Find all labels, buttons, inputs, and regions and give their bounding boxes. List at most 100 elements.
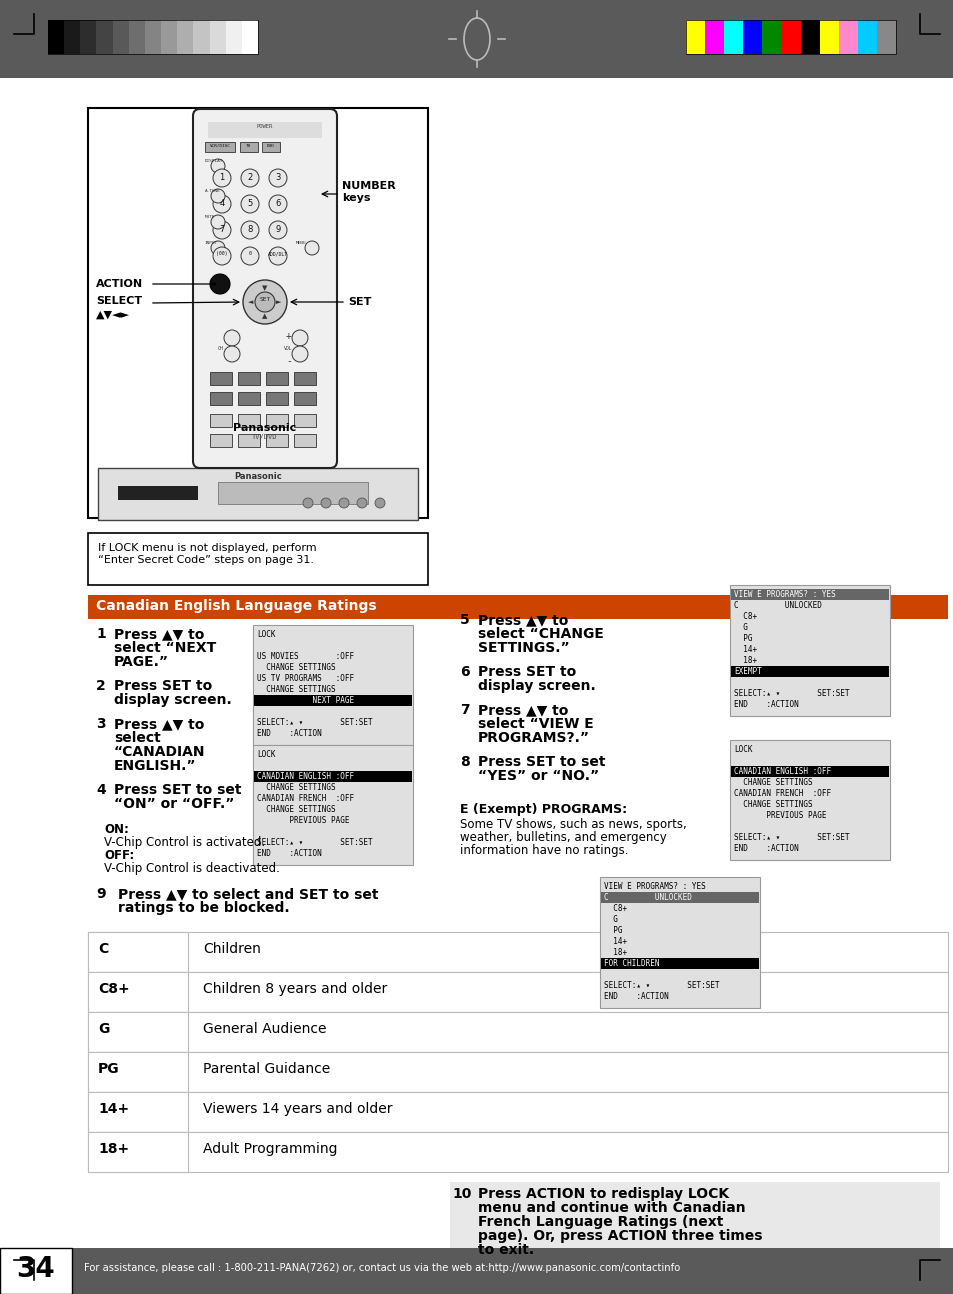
Text: Children 8 years and older: Children 8 years and older xyxy=(203,982,387,996)
Bar xyxy=(145,19,161,54)
Text: G: G xyxy=(98,1022,110,1036)
Bar xyxy=(88,1012,188,1052)
Text: CHANGE SETTINGS: CHANGE SETTINGS xyxy=(256,685,335,694)
Text: ▲▼◄►: ▲▼◄► xyxy=(96,311,130,320)
Circle shape xyxy=(269,195,287,214)
Text: SELECT:▴ ▾        SET:SET: SELECT:▴ ▾ SET:SET xyxy=(256,718,373,727)
Text: END    :ACTION: END :ACTION xyxy=(733,700,798,709)
Text: VOL: VOL xyxy=(284,345,293,351)
Bar xyxy=(177,19,193,54)
Text: menu and continue with Canadian: menu and continue with Canadian xyxy=(477,1201,745,1215)
Text: 6: 6 xyxy=(275,199,280,208)
Text: Children: Children xyxy=(203,942,260,956)
Text: 0: 0 xyxy=(249,251,252,256)
Circle shape xyxy=(292,330,308,345)
Bar xyxy=(729,740,889,861)
Circle shape xyxy=(243,280,287,324)
Circle shape xyxy=(254,292,274,312)
Text: ENGLISH.”: ENGLISH.” xyxy=(113,760,196,773)
Text: VCR/DISC: VCR/DISC xyxy=(210,144,231,148)
Text: VIEW E PROGRAMS? : YES: VIEW E PROGRAMS? : YES xyxy=(603,883,705,892)
Circle shape xyxy=(210,274,230,294)
Text: 14+: 14+ xyxy=(733,644,757,653)
Circle shape xyxy=(292,345,308,362)
Bar xyxy=(240,142,257,151)
Text: C8+: C8+ xyxy=(603,905,626,914)
Bar xyxy=(729,585,889,716)
Bar xyxy=(237,414,260,427)
Text: CANADIAN ENGLISH :OFF: CANADIAN ENGLISH :OFF xyxy=(256,773,354,782)
Circle shape xyxy=(211,189,225,203)
Bar xyxy=(210,433,232,446)
Text: G: G xyxy=(733,622,747,631)
Bar xyxy=(253,695,412,707)
Bar xyxy=(253,625,413,745)
Bar xyxy=(262,142,280,151)
Text: keys: keys xyxy=(341,193,370,203)
Circle shape xyxy=(269,247,287,265)
Text: Panasonic: Panasonic xyxy=(233,472,281,481)
Bar xyxy=(819,19,838,54)
Text: 5: 5 xyxy=(459,613,469,628)
Text: VIEW E PROGRAMS? : YES: VIEW E PROGRAMS? : YES xyxy=(733,590,835,599)
Text: DISPLAY: DISPLAY xyxy=(205,159,223,163)
Circle shape xyxy=(213,221,231,239)
Text: PREVIOUS PAGE: PREVIOUS PAGE xyxy=(733,811,825,820)
Text: INPUT: INPUT xyxy=(205,241,218,245)
Text: A-TUNE: A-TUNE xyxy=(205,189,220,193)
Bar xyxy=(48,19,65,54)
Text: to exit.: to exit. xyxy=(477,1244,534,1256)
Bar xyxy=(0,0,953,78)
Text: CH: CH xyxy=(218,345,224,351)
Text: OFF:: OFF: xyxy=(104,849,134,862)
Text: 1: 1 xyxy=(96,628,106,641)
Text: MENU: MENU xyxy=(295,241,306,245)
Bar xyxy=(0,1247,71,1294)
Bar xyxy=(266,433,288,446)
Text: END    :ACTION: END :ACTION xyxy=(733,844,798,853)
Text: 4: 4 xyxy=(96,783,106,797)
Text: 1: 1 xyxy=(219,173,224,182)
Text: 2: 2 xyxy=(247,173,253,182)
Text: SETTINGS.”: SETTINGS.” xyxy=(477,641,569,655)
Text: Press SET to: Press SET to xyxy=(477,665,576,679)
Bar xyxy=(98,468,417,520)
Text: Some TV shows, such as news, sports,: Some TV shows, such as news, sports, xyxy=(459,818,686,831)
Circle shape xyxy=(211,159,225,173)
Text: select “NEXT: select “NEXT xyxy=(113,641,216,655)
Text: PROGRAMS?.”: PROGRAMS?.” xyxy=(477,731,589,745)
Bar xyxy=(599,877,760,1008)
Bar xyxy=(88,1052,188,1092)
Bar xyxy=(193,19,210,54)
Bar xyxy=(685,19,704,54)
Bar xyxy=(88,1052,947,1092)
Bar xyxy=(450,1181,939,1272)
Text: TV: TV xyxy=(246,144,252,148)
Text: C          UNLOCKED: C UNLOCKED xyxy=(733,600,821,609)
Circle shape xyxy=(356,498,367,509)
Text: -: - xyxy=(286,356,292,366)
Text: NEXT PAGE: NEXT PAGE xyxy=(256,696,354,705)
Text: +: + xyxy=(286,331,292,342)
Text: SELECT:▴ ▾        SET:SET: SELECT:▴ ▾ SET:SET xyxy=(256,839,373,848)
Text: select: select xyxy=(113,731,161,745)
Text: “ON” or “OFF.”: “ON” or “OFF.” xyxy=(113,797,234,811)
Text: Canadian English Language Ratings: Canadian English Language Ratings xyxy=(96,599,376,613)
Circle shape xyxy=(211,241,225,255)
Bar xyxy=(294,414,315,427)
Text: Press ACTION to redisplay LOCK: Press ACTION to redisplay LOCK xyxy=(477,1187,728,1201)
Bar xyxy=(723,19,742,54)
Text: page). Or, press ACTION three times: page). Or, press ACTION three times xyxy=(477,1229,761,1244)
Text: Press ▲▼ to: Press ▲▼ to xyxy=(477,703,568,717)
Circle shape xyxy=(241,221,258,239)
Text: SET: SET xyxy=(259,298,271,302)
Text: ON:: ON: xyxy=(104,823,129,836)
Bar xyxy=(88,1092,947,1132)
Text: US MOVIES        :OFF: US MOVIES :OFF xyxy=(256,652,354,661)
Text: select “CHANGE: select “CHANGE xyxy=(477,628,603,641)
Bar xyxy=(742,19,761,54)
Text: C8+: C8+ xyxy=(98,982,130,996)
Text: Press ▲▼ to: Press ▲▼ to xyxy=(477,613,568,628)
Bar xyxy=(88,972,188,1012)
Bar xyxy=(266,392,288,405)
